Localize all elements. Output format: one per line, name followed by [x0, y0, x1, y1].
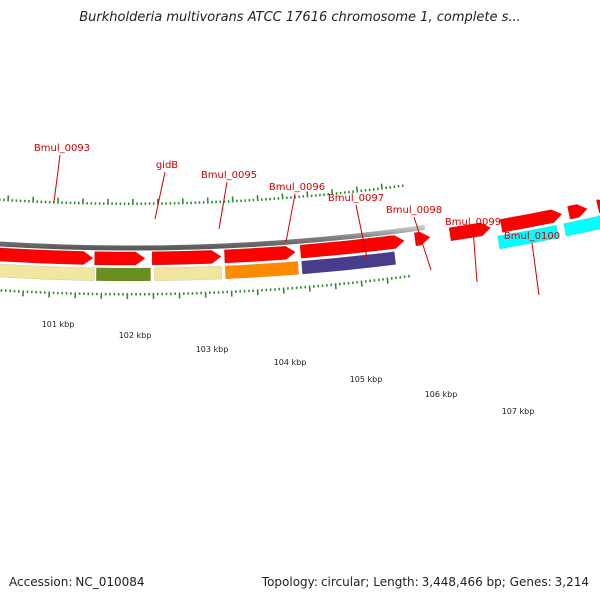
gene-label: Bmul_0100 [504, 231, 560, 242]
gene-feature [154, 265, 223, 282]
scale-label: 101 kbp [42, 320, 75, 329]
gene-label-leader [472, 228, 478, 283]
scale-label: 105 kbp [350, 375, 383, 384]
topology-value: circular; [320, 575, 370, 589]
cds-arrow [500, 209, 562, 233]
genes-label: Genes: [509, 575, 552, 589]
scale-label: 102 kbp [119, 331, 152, 340]
outer-tick-ring [0, 274, 410, 299]
scale-label: 107 kbp [502, 407, 535, 416]
length-value: 3,448,466 bp; [421, 575, 506, 589]
scale-label: 104 kbp [274, 358, 307, 367]
accession-label: Accession: [9, 575, 73, 589]
chromosome-backbone [0, 224, 426, 251]
cds-arrow [448, 222, 491, 241]
gene-feature [0, 263, 95, 281]
gene-feature [224, 261, 300, 280]
genes-value: 3,214 [554, 575, 589, 589]
gene-label: Bmul_0099 [445, 217, 501, 228]
topology-label: Topology: [261, 575, 318, 589]
inner-tick [331, 189, 334, 196]
scale-labels: 101 kbp 102 kbp 103 kbp 104 kbp 105 kbp 106 k… [42, 320, 535, 416]
map-title: Burkholderia multivorans ATCC 17616 chro… [79, 10, 521, 25]
gene-label-leader [285, 193, 296, 243]
gene-label: Bmul_0097 [328, 193, 384, 204]
length-label: Length: [373, 575, 419, 589]
gene-label-leader [355, 204, 368, 259]
inner-tick-ring [0, 183, 404, 206]
cds-arrow [152, 250, 222, 266]
cds-arrows [0, 199, 600, 266]
cds-arrow [94, 251, 146, 266]
gene-features [0, 215, 600, 282]
outer-tick [386, 277, 389, 284]
gene-label: Bmul_0095 [201, 170, 257, 181]
gene-label-leader [413, 216, 432, 271]
inner-tick [380, 183, 383, 190]
inner-tick [355, 186, 359, 193]
outer-tick [334, 283, 337, 290]
cds-arrow [567, 204, 588, 220]
scale-label: 106 kbp [425, 390, 458, 399]
gene-label-leader [154, 171, 166, 220]
gene-labels: Bmul_0093 gidB Bmul_0095 Bmul_0096Bmul_0097… [34, 143, 560, 296]
cds-arrow [414, 231, 431, 246]
gene-label-leader [218, 181, 228, 230]
gene-feature [497, 224, 560, 250]
gene-feature [95, 267, 151, 282]
cds-arrow [596, 199, 600, 214]
gene-feature [563, 215, 600, 237]
genome-stats: Topology: circular; Length: 3,448,466 bp; … [262, 575, 589, 589]
cds-arrow [299, 235, 405, 259]
gene-label: Bmul_0093 [34, 143, 90, 154]
backbone-arc [0, 224, 426, 251]
gene-feature [301, 251, 397, 275]
outer-tick [360, 280, 363, 287]
accession-info: Accession: NC_010084 [9, 575, 145, 589]
gene-label-leader [531, 242, 540, 296]
gene-label: gidB [156, 160, 178, 171]
scale-label: 103 kbp [196, 345, 229, 354]
cds-arrow [0, 247, 94, 265]
cds-arrow [224, 246, 296, 264]
gene-label: Bmul_0096 [269, 182, 325, 193]
accession-value: NC_010084 [75, 575, 145, 589]
gene-label: Bmul_0098 [386, 205, 442, 216]
inner-tick [306, 191, 309, 198]
gene-label-leader [53, 154, 61, 203]
